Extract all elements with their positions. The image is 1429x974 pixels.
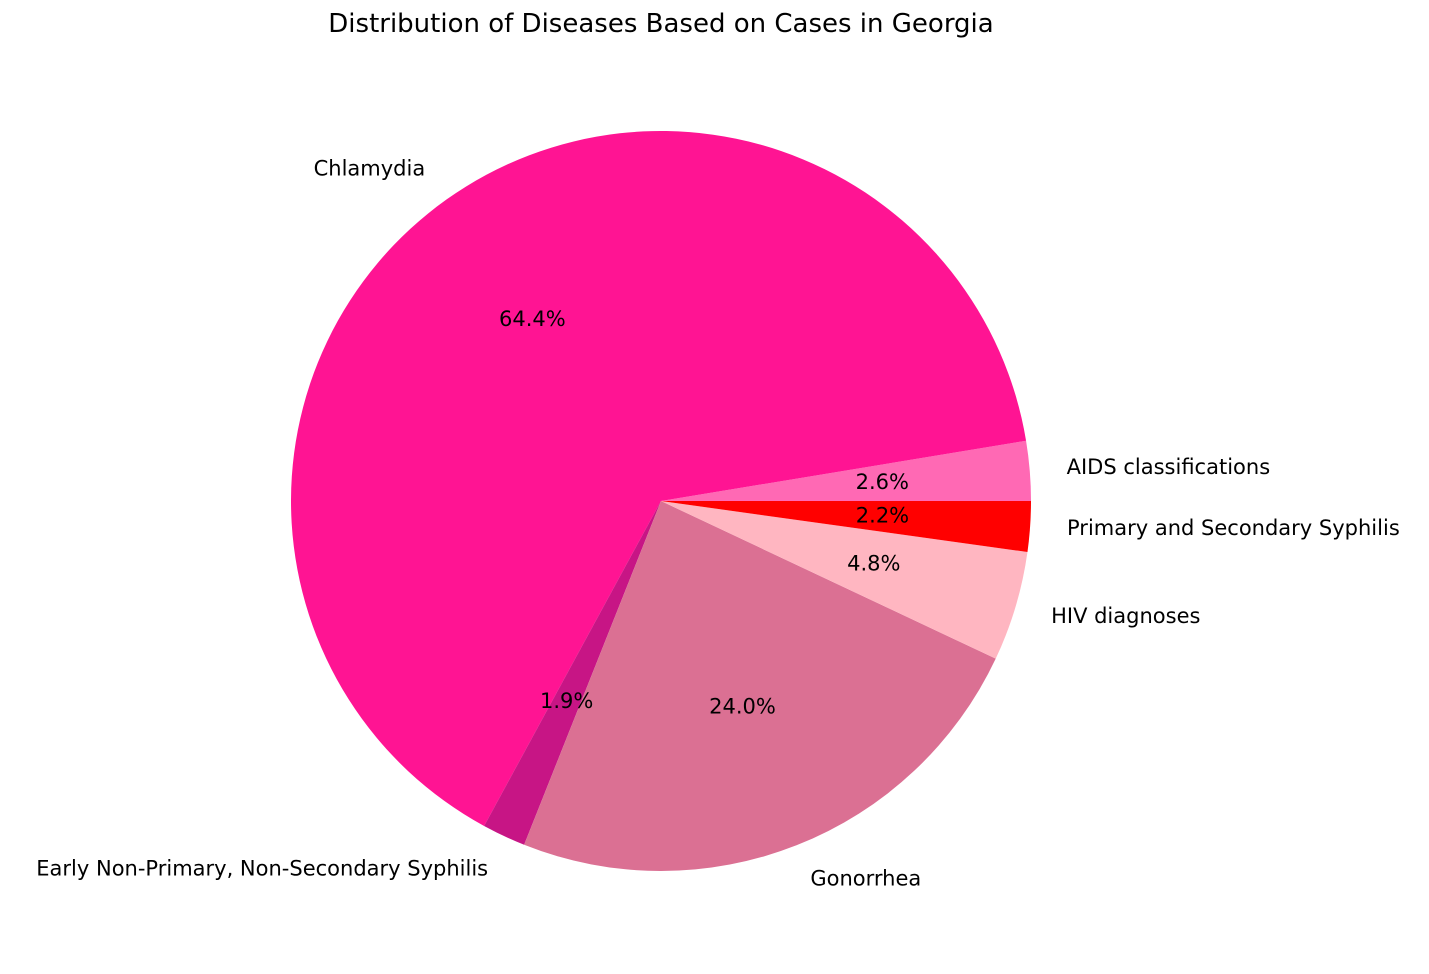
slice-aids-classifications xyxy=(661,440,1031,501)
pie-slices xyxy=(291,131,1031,871)
slice-hiv-diagnoses xyxy=(661,501,1028,659)
slice-label-aids-classifications: AIDS classifications xyxy=(1067,455,1271,479)
slice-label-primary-and-secondary-syphilis: Primary and Secondary Syphilis xyxy=(1067,516,1400,540)
chart-title: Distribution of Diseases Based on Cases … xyxy=(328,9,993,39)
pie-labels: AIDS classifications 2.6% Chlamydia 64.4% Ea… xyxy=(36,156,1399,890)
slice-early-non-primary-non-secondary-syphilis xyxy=(484,501,661,845)
percent-label-gonorrhea: 24.0% xyxy=(709,695,776,719)
slice-chlamydia xyxy=(291,131,1027,826)
percent-label-aids-classifications: 2.6% xyxy=(856,470,909,494)
percent-label-early-non-primary-non-secondary-syphilis: 1.9% xyxy=(540,689,593,713)
slice-label-chlamydia: Chlamydia xyxy=(314,156,426,180)
slice-gonorrhea xyxy=(524,501,996,871)
percent-label-chlamydia: 64.4% xyxy=(499,307,566,331)
slice-label-hiv-diagnoses: HIV diagnoses xyxy=(1051,604,1200,628)
percent-label-hiv-diagnoses: 4.8% xyxy=(847,551,900,575)
percent-label-primary-and-secondary-syphilis: 2.2% xyxy=(856,503,909,527)
slice-label-early-non-primary-non-secondary-syphilis: Early Non-Primary, Non-Secondary Syphili… xyxy=(36,856,488,880)
slice-label-gonorrhea: Gonorrhea xyxy=(810,867,921,891)
slice-primary-and-secondary-syphilis xyxy=(661,501,1031,553)
